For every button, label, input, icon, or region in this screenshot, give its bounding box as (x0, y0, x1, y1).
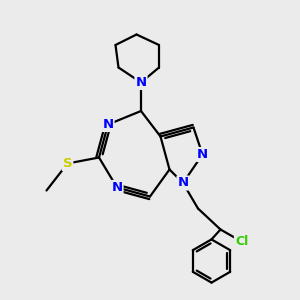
Text: N: N (197, 148, 208, 161)
Text: N: N (135, 76, 147, 89)
Text: S: S (63, 157, 72, 170)
Text: N: N (111, 181, 123, 194)
Text: Cl: Cl (235, 235, 248, 248)
Text: N: N (102, 118, 114, 131)
Text: N: N (177, 176, 189, 190)
